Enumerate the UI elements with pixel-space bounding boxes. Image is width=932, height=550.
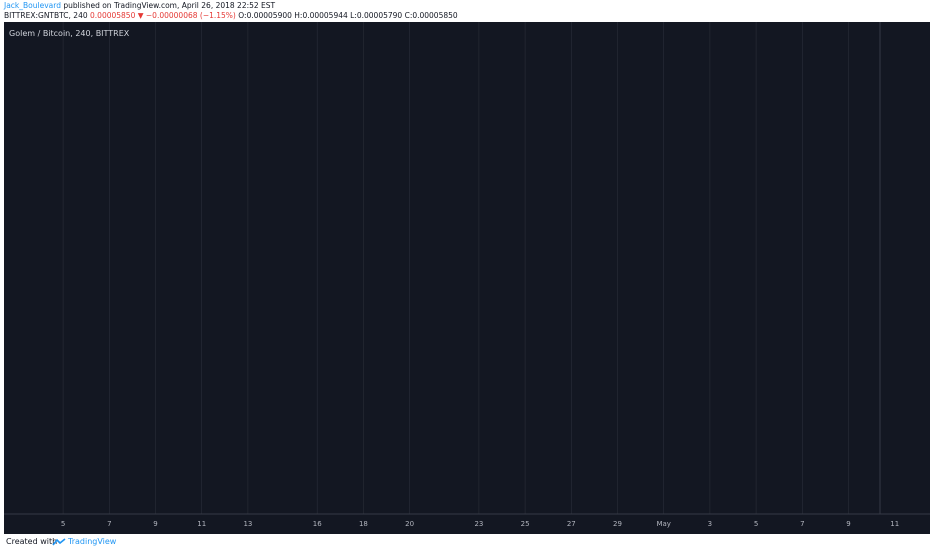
time-tick-label: 7: [800, 520, 804, 528]
time-tick-label: 9: [153, 520, 157, 528]
time-tick-label: 11: [890, 520, 899, 528]
tradingview-brand[interactable]: TradingView: [68, 537, 117, 546]
ohlc-line: BITTREX:GNTBTC, 240 0.00005850 ▼ −0.0000…: [4, 11, 458, 21]
footer: Created with TradingView: [0, 534, 932, 550]
tradingview-logo-icon: [52, 538, 66, 546]
last-price: 0.00005850: [90, 11, 136, 20]
time-tick-label: 11: [197, 520, 206, 528]
time-tick-label: 23: [474, 520, 483, 528]
time-axis[interactable]: 5 7 9 11 13 16 18 20 23 25 27 29 May 3 5 7 9 11: [61, 520, 899, 528]
publish-line: Jack_Boulevard published on TradingView.…: [4, 1, 275, 11]
time-tick-label: 13: [243, 520, 252, 528]
time-tick-label: 27: [567, 520, 576, 528]
author-link[interactable]: Jack_Boulevard: [4, 1, 61, 10]
chart-area[interactable]: Target: 0.00000653 (11.10%) 653, Amount:…: [4, 22, 930, 534]
ohlc-values: O:0.00005900 H:0.00005944 L:0.00005790 C…: [238, 11, 458, 20]
time-tick-label: 16: [313, 520, 322, 528]
time-tick-label: 20: [405, 520, 414, 528]
created-with-text: Created with: [6, 537, 58, 546]
time-tick-label: 9: [846, 520, 850, 528]
symbol-line: BITTREX:GNTBTC, 240: [4, 11, 88, 20]
time-tick-label: May: [656, 520, 670, 528]
time-tick-label: 25: [521, 520, 530, 528]
price-change: ▼ −0.00000068 (−1.15%): [137, 11, 236, 20]
time-tick-label: 18: [359, 520, 368, 528]
time-tick-label: 3: [708, 520, 712, 528]
chart-background: [4, 22, 930, 534]
chart-title: Golem / Bitcoin, 240, BITTREX: [9, 29, 130, 38]
time-tick-label: 7: [107, 520, 111, 528]
publish-header: Jack_Boulevard published on TradingView.…: [0, 0, 932, 22]
published-text: published on TradingView.com, April 26, …: [63, 1, 276, 10]
time-tick-label: 5: [754, 520, 758, 528]
time-tick-label: 5: [61, 520, 65, 528]
time-tick-label: 29: [613, 520, 622, 528]
price-scale-background: [880, 22, 930, 534]
candlestick-chart[interactable]: Target: 0.00000653 (11.10%) 653, Amount:…: [4, 22, 930, 534]
